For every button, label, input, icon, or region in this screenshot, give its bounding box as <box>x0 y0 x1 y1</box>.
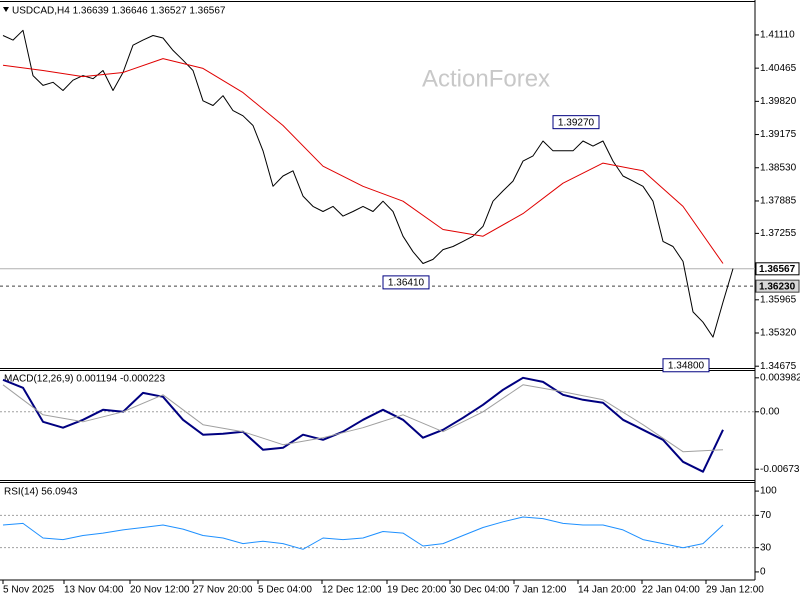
series-line <box>2 29 734 338</box>
y-tick-label: 1.38530 <box>760 162 797 173</box>
annotation-label: 1.36410 <box>388 278 425 289</box>
price-label: 1.36567 <box>759 264 796 275</box>
collapse-icon <box>3 7 9 12</box>
annotation-label: 1.34800 <box>668 360 705 371</box>
y-tick-label: 1.35320 <box>760 328 797 339</box>
y-tick-label: 1.34675 <box>760 361 797 372</box>
price-label-box <box>755 262 800 276</box>
x-tick-label: 27 Nov 20:00 <box>193 585 253 596</box>
y-tick-label: 1.35965 <box>760 294 797 305</box>
x-tick-label: 30 Dec 04:00 <box>450 585 510 596</box>
series-line <box>2 516 724 550</box>
y-tick-label: 1.37885 <box>760 196 797 207</box>
annotation-box <box>382 275 430 290</box>
y-tick-label: 1.37255 <box>760 228 797 239</box>
y-tick-label: 1.39820 <box>760 96 797 107</box>
annotation-label: 1.39270 <box>558 117 595 128</box>
y-tick-label: 1.40465 <box>760 63 797 74</box>
x-tick-label: 12 Dec 12:00 <box>322 585 382 596</box>
x-tick-label: 22 Jan 04:00 <box>642 585 700 596</box>
x-tick-label: 14 Jan 20:00 <box>578 585 636 596</box>
y-tick-label: -0.006737 <box>760 464 800 475</box>
x-tick-label: 5 Nov 2025 <box>3 585 55 596</box>
panel-title: MACD(12,26,9) 0.001194 -0.000223 <box>4 374 165 385</box>
y-tick-label: 70 <box>760 510 772 521</box>
series-line <box>2 58 724 264</box>
panel-title: USDCAD,H4 1.36639 1.36646 1.36527 1.3656… <box>12 6 226 17</box>
x-tick-label: 13 Nov 04:00 <box>64 585 124 596</box>
annotation-box <box>552 115 600 130</box>
y-tick-label: 0 <box>760 567 766 578</box>
x-tick-label: 5 Dec 04:00 <box>258 585 312 596</box>
x-tick-label: 29 Jan 12:00 <box>706 585 764 596</box>
y-tick-label: 100 <box>760 486 777 497</box>
watermark: ActionForex <box>422 65 550 92</box>
y-tick-label: 30 <box>760 542 772 553</box>
annotation-box <box>662 358 710 373</box>
y-tick-label: 0.003982 <box>760 372 800 383</box>
x-tick-label: 20 Nov 12:00 <box>130 585 190 596</box>
y-tick-label: 1.39175 <box>760 129 797 140</box>
price-label-box <box>755 279 800 293</box>
x-tick-label: 7 Jan 12:00 <box>514 585 567 596</box>
y-tick-label: 1.41110 <box>760 30 795 41</box>
series-line <box>2 384 724 453</box>
panel-title: RSI(14) 56.0943 <box>4 487 78 498</box>
y-tick-label: 0.00 <box>760 406 780 417</box>
price-label: 1.36230 <box>759 281 796 292</box>
x-tick-label: 19 Dec 20:00 <box>387 585 447 596</box>
